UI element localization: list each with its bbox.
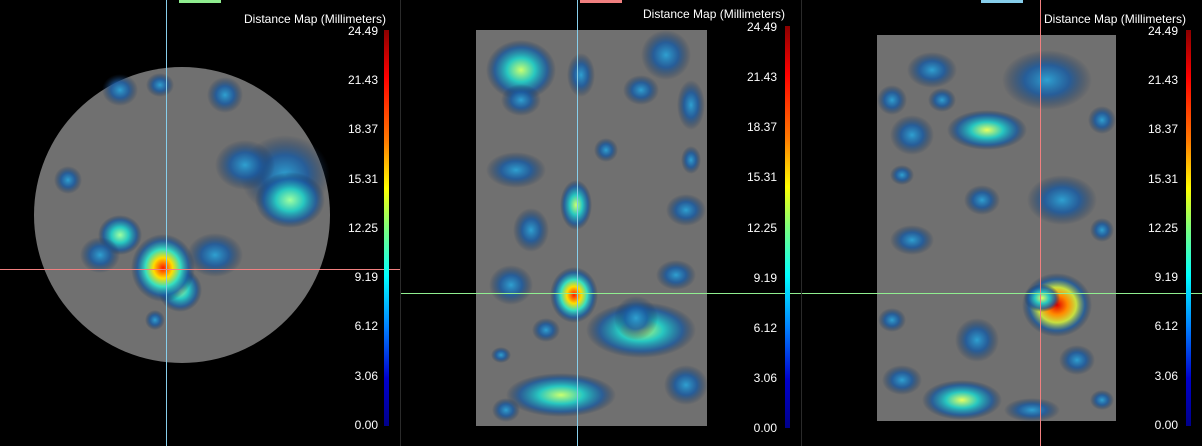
colorbar-gradient xyxy=(1186,30,1191,426)
colorbar-tick: 12.25 xyxy=(347,221,378,235)
viewport-divider xyxy=(801,0,802,446)
distance-map-coronal[interactable] xyxy=(802,0,1202,446)
colorbar-tick: 3.06 xyxy=(354,369,378,383)
colorbar-tick: 6.12 xyxy=(354,319,378,333)
colorbar-tick: 24.49 xyxy=(1147,24,1178,38)
crosshair-horizontal xyxy=(0,269,400,270)
distance-map-sagittal[interactable] xyxy=(401,0,801,446)
view-indicator-axial xyxy=(179,0,221,3)
distance-blobs xyxy=(54,73,330,330)
colorbar-tick: 18.37 xyxy=(1147,122,1178,136)
colorbar-tick: 21.43 xyxy=(347,73,378,87)
colorbar-tick: 12.25 xyxy=(1147,221,1178,235)
colorbar-tick: 3.06 xyxy=(753,371,777,385)
view-indicator-coronal xyxy=(981,0,1023,3)
crosshair-horizontal xyxy=(802,293,1202,294)
tissue-region xyxy=(34,67,330,363)
colorbar-gradient xyxy=(785,26,790,428)
colorbar-tick: 6.12 xyxy=(1154,319,1178,333)
colorbar-tick: 18.37 xyxy=(746,120,777,134)
colorbar-tick: 21.43 xyxy=(746,70,777,84)
colorbar-tick: 24.49 xyxy=(347,24,378,38)
colorbar-title: Distance Map (Millimeters) xyxy=(643,7,786,21)
crosshair-vertical xyxy=(166,0,167,446)
crosshair-horizontal xyxy=(401,293,801,294)
viewport-divider xyxy=(400,0,401,446)
colorbar-tick: 18.37 xyxy=(347,122,378,136)
crosshair-vertical xyxy=(577,0,578,446)
colorbar-tick: 24.49 xyxy=(746,20,777,34)
viewport-sagittal[interactable]: Distance Map (Millimeters) 24.49 21.43 1… xyxy=(401,0,801,446)
view-indicator-sagittal xyxy=(580,0,622,3)
distance-blobs xyxy=(486,30,708,422)
viewport-coronal[interactable]: Distance Map (Millimeters) 24.49 21.43 1… xyxy=(802,0,1202,446)
colorbar-tick: 15.31 xyxy=(1147,172,1178,186)
colorbar-tick: 21.43 xyxy=(1147,73,1178,87)
colorbar-tick: 0.00 xyxy=(753,421,777,435)
colorbar-title: Distance Map (Millimeters) xyxy=(244,12,387,26)
colorbar-tick: 9.19 xyxy=(354,270,378,284)
colorbar-tick: 6.12 xyxy=(753,321,777,335)
viewport-axial[interactable]: Distance Map (Millimeters) 24.49 21.43 1… xyxy=(0,0,400,446)
colorbar-tick: 0.00 xyxy=(1154,418,1178,432)
colorbar-tick: 9.19 xyxy=(753,271,777,285)
colorbar-tick: 9.19 xyxy=(1154,270,1178,284)
colorbar-tick: 15.31 xyxy=(746,170,777,184)
crosshair-vertical xyxy=(1040,0,1041,446)
colorbar-tick: 15.31 xyxy=(347,172,378,186)
colorbar-tick: 0.00 xyxy=(354,418,378,432)
colorbar-gradient xyxy=(384,30,389,426)
colorbar-tick: 3.06 xyxy=(1154,369,1178,383)
distance-map-axial[interactable] xyxy=(0,0,400,446)
colorbar-title: Distance Map (Millimeters) xyxy=(1044,12,1187,26)
colorbar-tick: 12.25 xyxy=(746,221,777,235)
distance-blobs xyxy=(877,50,1116,422)
